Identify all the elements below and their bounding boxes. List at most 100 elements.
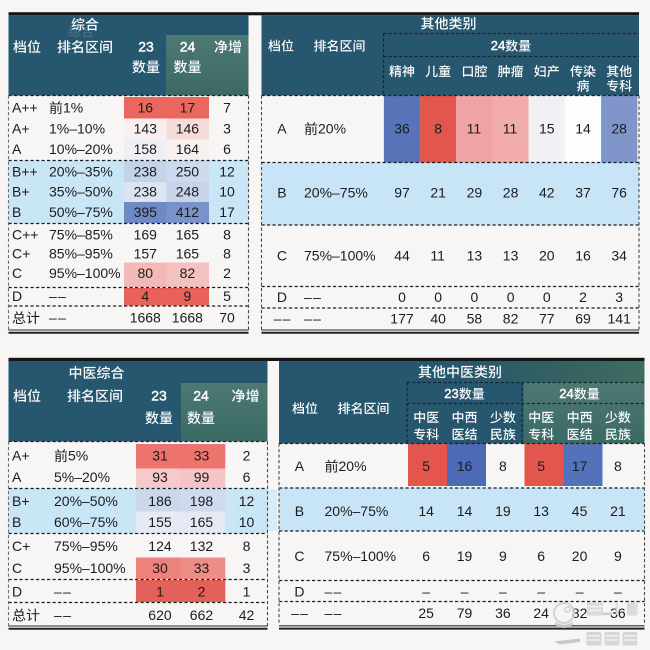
svg-text:8: 8 <box>223 227 231 243</box>
svg-text:70: 70 <box>219 310 235 326</box>
svg-text:D: D <box>294 584 304 600</box>
svg-text:0: 0 <box>398 289 406 305</box>
svg-text:13: 13 <box>533 503 549 519</box>
svg-text:31: 31 <box>152 448 168 464</box>
svg-text:– –: – – <box>325 584 342 600</box>
svg-text:9: 9 <box>614 548 622 564</box>
svg-text:21: 21 <box>610 503 626 519</box>
svg-text:8: 8 <box>499 458 507 474</box>
svg-text:B: B <box>277 184 286 200</box>
svg-text:146: 146 <box>176 121 200 137</box>
svg-text:– –: – – <box>304 289 321 305</box>
svg-text:33: 33 <box>194 448 210 464</box>
svg-text:82: 82 <box>503 310 519 326</box>
svg-text:20%–35%: 20%–35% <box>49 164 113 180</box>
svg-text:25: 25 <box>418 605 434 621</box>
svg-text:A: A <box>12 469 22 485</box>
svg-text:620: 620 <box>148 607 172 623</box>
svg-text:14: 14 <box>457 503 473 519</box>
svg-text:24: 24 <box>193 388 209 404</box>
svg-text:10: 10 <box>219 184 235 200</box>
svg-text:82: 82 <box>180 265 196 281</box>
svg-text:155: 155 <box>148 514 172 530</box>
svg-text:169: 169 <box>134 227 158 243</box>
svg-text:9: 9 <box>184 288 192 304</box>
svg-text:662: 662 <box>190 607 214 623</box>
svg-text:186: 186 <box>148 493 172 509</box>
svg-text:33: 33 <box>194 560 210 576</box>
svg-text:124: 124 <box>148 538 172 554</box>
svg-text:8: 8 <box>223 246 231 262</box>
svg-text:5%: 5% <box>68 448 88 464</box>
svg-text:16: 16 <box>138 100 154 116</box>
svg-text:248: 248 <box>176 184 200 200</box>
svg-text:C+: C+ <box>12 538 30 554</box>
svg-text:40: 40 <box>430 310 446 326</box>
svg-text:C: C <box>12 560 22 576</box>
svg-text:165: 165 <box>190 514 214 530</box>
svg-text:8: 8 <box>243 538 251 554</box>
svg-text:93: 93 <box>152 469 168 485</box>
svg-text:16: 16 <box>575 247 591 263</box>
svg-text:2: 2 <box>223 265 231 281</box>
svg-text:–: – <box>499 584 507 600</box>
svg-text:6: 6 <box>422 548 430 564</box>
svg-text:412: 412 <box>176 204 200 220</box>
svg-text:28: 28 <box>611 121 627 137</box>
svg-text:36: 36 <box>394 121 410 137</box>
svg-text:24: 24 <box>559 386 573 401</box>
svg-text:238: 238 <box>134 164 158 180</box>
svg-text:0: 0 <box>434 289 442 305</box>
svg-text:75%–85%: 75%–85% <box>49 227 113 243</box>
svg-text:1668: 1668 <box>130 310 161 326</box>
svg-text:– –: – – <box>54 607 71 623</box>
svg-text:B: B <box>295 503 304 519</box>
svg-text:13: 13 <box>467 247 483 263</box>
svg-text:8: 8 <box>434 121 442 137</box>
svg-text:17: 17 <box>180 100 196 116</box>
svg-text:D: D <box>277 289 287 305</box>
svg-text:85%–95%: 85%–95% <box>49 246 113 262</box>
svg-text:A+: A+ <box>12 121 30 137</box>
svg-text:12: 12 <box>239 493 255 509</box>
svg-text:D: D <box>12 583 22 599</box>
svg-text:A++: A++ <box>12 100 38 116</box>
svg-text:143: 143 <box>134 121 158 137</box>
svg-text:A: A <box>12 141 22 157</box>
svg-text:132: 132 <box>190 538 214 554</box>
svg-text:19: 19 <box>457 548 473 564</box>
svg-text:97: 97 <box>394 184 410 200</box>
svg-text:B: B <box>12 514 21 530</box>
svg-text:36: 36 <box>495 605 511 621</box>
svg-text:35%–50%: 35%–50% <box>49 184 113 200</box>
svg-text:24: 24 <box>533 605 549 621</box>
svg-text:42: 42 <box>239 607 255 623</box>
svg-text:9: 9 <box>499 548 507 564</box>
svg-text:– –: – – <box>49 288 66 304</box>
svg-text:1: 1 <box>243 583 251 599</box>
svg-text:13: 13 <box>503 247 519 263</box>
svg-text:C: C <box>12 265 22 281</box>
svg-text:82: 82 <box>572 605 588 621</box>
svg-text:6: 6 <box>223 141 231 157</box>
svg-text:0: 0 <box>507 289 515 305</box>
svg-text:2: 2 <box>198 583 206 599</box>
svg-text:B++: B++ <box>12 164 38 180</box>
svg-text:0: 0 <box>543 289 551 305</box>
svg-text:10: 10 <box>239 514 255 530</box>
svg-text:4: 4 <box>141 288 149 304</box>
svg-text:A+: A+ <box>12 448 30 464</box>
svg-text:B+: B+ <box>12 184 30 200</box>
svg-text:11: 11 <box>503 121 518 137</box>
svg-text:20%–75%: 20%–75% <box>304 184 368 200</box>
svg-text:24: 24 <box>491 38 505 53</box>
svg-text:42: 42 <box>539 184 555 200</box>
svg-text:2: 2 <box>243 448 251 464</box>
svg-text:95%–100%: 95%–100% <box>54 560 126 576</box>
svg-text:30: 30 <box>152 560 168 576</box>
svg-text:77: 77 <box>539 310 555 326</box>
svg-text:19: 19 <box>495 503 511 519</box>
svg-text:20: 20 <box>539 247 555 263</box>
svg-text:5: 5 <box>223 288 231 304</box>
svg-text:75%–95%: 75%–95% <box>54 538 118 554</box>
